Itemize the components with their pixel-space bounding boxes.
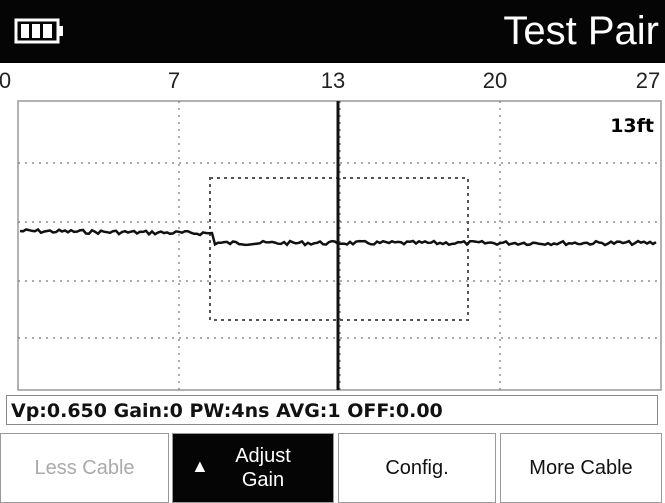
header-bar: Test Pair: [0, 0, 665, 62]
screen-title: Test Pair: [503, 9, 659, 53]
scale-label: 7: [167, 68, 181, 93]
cursor-label: 13ft: [610, 115, 654, 137]
softkey[interactable]: Config.: [338, 433, 496, 503]
up-arrow-icon: ▲: [191, 456, 209, 476]
battery-icon: [14, 18, 63, 44]
status-bar: Vp:0.650 Gain:0 PW:4ns AVG:1 OFF:0.00: [6, 395, 658, 425]
softkey[interactable]: Less Cable: [0, 433, 169, 503]
scale-label: 27: [635, 68, 661, 93]
scale-label: 13: [320, 68, 346, 93]
softkey[interactable]: ▲ Adjust Gain: [172, 433, 334, 503]
scale-label: 0: [0, 68, 12, 93]
softkey-label: More Cable: [529, 456, 633, 479]
softkey[interactable]: More Cable: [500, 433, 662, 503]
trace-plot: 13ft: [0, 61, 665, 391]
softkey-label: Less Cable: [34, 456, 135, 479]
distance-scale: 0 7 13 20 27: [0, 62, 665, 100]
scale-label: 20: [482, 68, 508, 93]
softkey-label: Config.: [385, 456, 449, 479]
softkey-label: Adjust Gain: [235, 445, 291, 491]
